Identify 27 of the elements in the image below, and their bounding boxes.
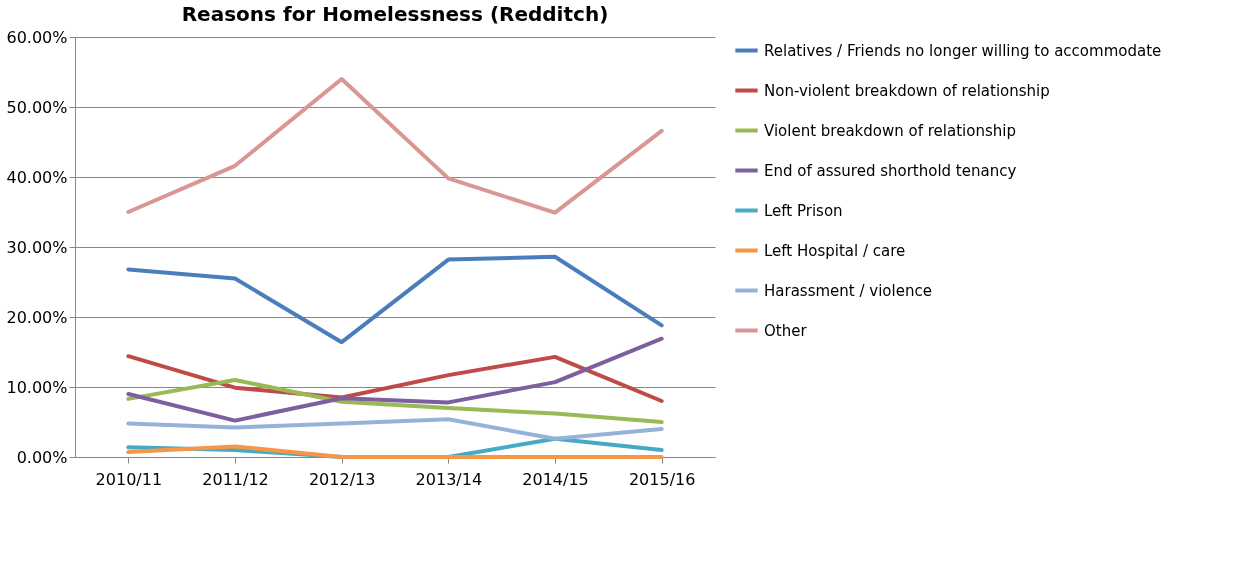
y-tick-label: 0.00% — [16, 447, 68, 467]
line-series — [126, 417, 664, 441]
line-series — [126, 378, 664, 424]
y-tick-label: 40.00% — [6, 167, 68, 187]
legend-label: Other — [764, 321, 808, 340]
line-series — [126, 77, 664, 215]
chart-title: Reasons for Homelessness (Redditch) — [181, 2, 609, 26]
legend-label: End of assured shorthold tenancy — [764, 161, 1017, 180]
legend-label: Non-violent breakdown of relationship — [764, 81, 1050, 100]
legend-label: Harassment / violence — [764, 281, 932, 300]
x-tick-label: 2014/15 — [522, 469, 589, 489]
legend-label: Left Prison — [764, 201, 843, 220]
y-tick-label: 50.00% — [6, 97, 68, 117]
x-tick-label: 2011/12 — [202, 469, 269, 489]
x-tick-label: 2015/16 — [628, 469, 696, 489]
x-tick-label: 2012/13 — [308, 469, 376, 489]
legend-label: Relatives / Friends no longer willing to accommodate — [764, 41, 1162, 60]
x-tick-label: 2010/11 — [95, 469, 163, 489]
y-tick-label: 20.00% — [6, 307, 68, 327]
y-tick-label: 30.00% — [6, 237, 68, 257]
legend-label: Left Hospital / care — [764, 241, 906, 260]
legend-label: Violent breakdown of relationship — [764, 121, 1016, 140]
line-series — [126, 254, 664, 345]
y-tick-label: 10.00% — [6, 377, 68, 397]
y-tick-label: 60.00% — [6, 27, 68, 47]
x-tick-label: 2013/14 — [415, 469, 483, 489]
line-series — [126, 336, 664, 423]
